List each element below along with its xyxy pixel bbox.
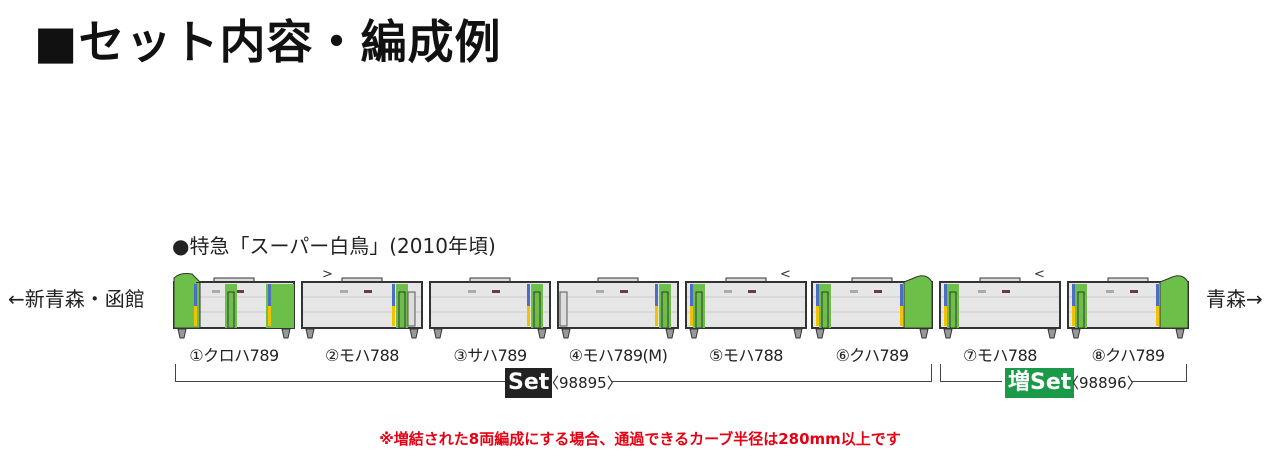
car-label: ⑥クハ789 <box>835 346 909 365</box>
car-label: ②モハ788 <box>325 346 399 365</box>
car-label: ①クロハ789 <box>189 346 279 365</box>
set-bracket <box>175 364 176 382</box>
svg-text:<: < <box>1034 268 1045 282</box>
set-bracket <box>612 381 932 382</box>
set-bracket <box>931 364 932 382</box>
train-car: < <box>684 267 808 344</box>
train-car: > <box>300 267 424 344</box>
addon-set-bracket <box>1131 381 1187 382</box>
addon-set-bracket <box>1186 364 1187 382</box>
car-label: ③サハ789 <box>453 346 527 365</box>
addon-set-code: 〈98896〉 <box>1064 374 1142 392</box>
addon-set-bracket <box>940 364 941 382</box>
addon-set-badge: 増Set <box>1005 368 1075 398</box>
svg-text:<: < <box>780 268 791 282</box>
car-label: ④モハ789(M) <box>568 346 668 365</box>
train-car: < <box>938 267 1062 344</box>
car-label: ⑤モハ788 <box>709 346 783 365</box>
direction-right: 青森→ <box>1206 287 1263 311</box>
set-code: 〈98895〉 <box>544 374 622 392</box>
set-bracket <box>175 381 505 382</box>
set-badge: Set <box>505 368 553 398</box>
car-label: ⑧クハ789 <box>1091 346 1165 365</box>
car-label: ⑦モハ788 <box>963 346 1037 365</box>
svg-text:>: > <box>322 268 333 282</box>
train-car <box>810 268 934 344</box>
page-title: ■セット内容・編成例 <box>34 15 502 69</box>
curve-radius-note: ※増結された8両編成にする場合、通過できるカーブ半径は280mm以上です <box>379 430 901 448</box>
train-car <box>556 268 680 344</box>
train-car <box>428 268 552 344</box>
train-car <box>1066 268 1190 344</box>
train-car <box>172 268 296 344</box>
formation-subtitle: ●特急「スーパー白鳥」(2010年頃) <box>172 234 496 258</box>
direction-left: ←新青森・函館 <box>8 287 145 311</box>
addon-set-bracket <box>940 381 1002 382</box>
